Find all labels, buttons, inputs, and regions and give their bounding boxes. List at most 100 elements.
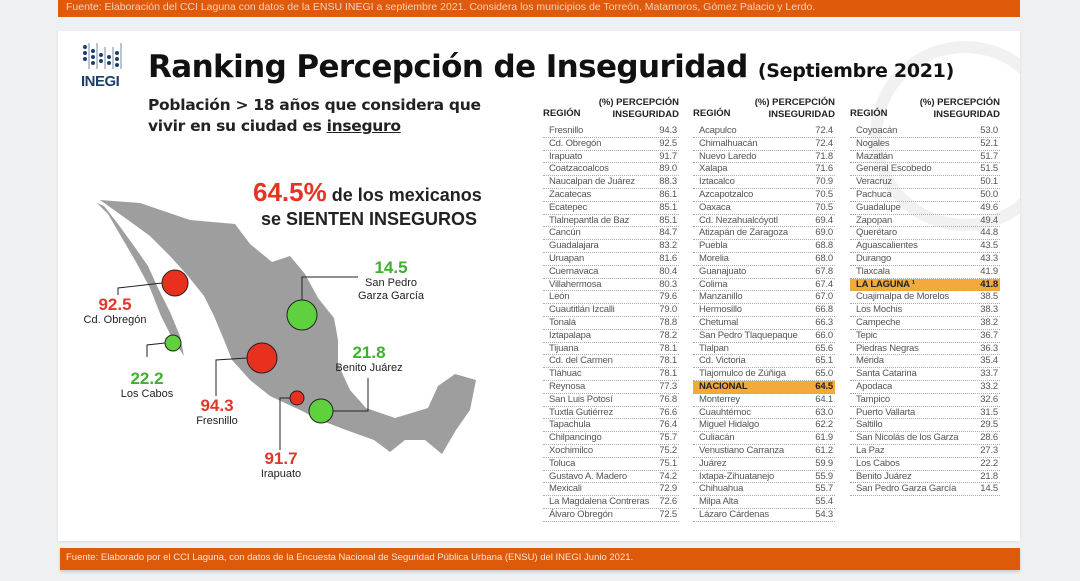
region-value: 74.2 <box>659 470 677 482</box>
table-row: Cd. Victoria 65.1 <box>693 355 835 369</box>
table-row: Chilpancingo 75.7 <box>543 432 679 445</box>
region-value: 21.8 <box>980 470 998 482</box>
ranking-table-1: REGIÓN (%) PERCEPCIÓN INSEGURIDAD Fresnillo… <box>543 95 679 522</box>
table-row: Juárez 59.9 <box>693 458 835 471</box>
table-row: Xalapa 71.6 <box>693 163 835 177</box>
label-cd-obregon: 92.5 Cd. Obregón <box>83 295 147 327</box>
region-value: 75.7 <box>659 432 677 444</box>
region-name: Oaxaca <box>699 201 731 213</box>
region-value: 31.5 <box>980 406 998 418</box>
region-value: 14.5 <box>980 483 998 495</box>
region-value: 55.7 <box>815 483 833 495</box>
region-name: Atizapán de Zaragoza <box>699 227 788 239</box>
region-value: 63.0 <box>815 406 833 418</box>
title-period: (Septiembre 2021) <box>757 60 954 82</box>
table-row: Los Mochis 38.3 <box>850 304 1000 317</box>
region-name: Tuxtla Gutiérrez <box>549 406 614 418</box>
header-region: REGIÓN <box>543 108 581 119</box>
table-row: Puerto Vallarta 31.5 <box>850 407 1000 420</box>
table-row: Tlajomulco de Zúñiga 65.0 <box>693 368 835 381</box>
table-row: Tuxtla Gutiérrez 76.6 <box>543 407 679 420</box>
table-row: Santa Catarina 33.7 <box>850 368 1000 381</box>
region-name: Tepic <box>856 329 878 341</box>
label-irapuato: 91.7 Irapuato <box>260 449 302 481</box>
subtitle: Población > 18 años que considera que vi… <box>148 96 481 135</box>
table-row: Iztapalapa 78.2 <box>543 330 679 343</box>
table-row: Mazatlán 51.7 <box>850 151 1000 164</box>
table-row: Tlaxcala 41.9 <box>850 266 1000 279</box>
table-row-highlight: NACIONAL 64.5 <box>693 380 835 394</box>
region-value: 75.1 <box>659 457 677 469</box>
marker-cd-obregon <box>161 269 189 297</box>
region-value: 51.5 <box>980 163 998 175</box>
inegi-dots-icon <box>83 43 122 69</box>
region-value: 88.3 <box>659 176 677 188</box>
region-name: Xochimilco <box>549 444 593 456</box>
region-name: Nuevo Laredo <box>699 150 757 162</box>
baja-peninsula <box>97 203 184 356</box>
region-name: Mazatlán <box>856 150 893 162</box>
region-value: 62.2 <box>815 419 833 431</box>
region-name: León <box>549 291 570 303</box>
region-value: 75.2 <box>659 444 677 456</box>
region-name: Milpa Alta <box>699 496 739 508</box>
region-name: Aguascalientes <box>856 240 918 252</box>
table-row: Villahermosa 80.3 <box>543 279 679 292</box>
region-value: 78.2 <box>659 329 677 341</box>
region-name: LA LAGUNA ¹ <box>856 278 915 290</box>
marker-san-pedro <box>286 299 318 331</box>
region-name: Apodaca <box>856 380 893 392</box>
region-value: 49.6 <box>980 201 998 213</box>
region-value: 51.7 <box>980 150 998 162</box>
region-value: 61.9 <box>815 432 833 444</box>
region-name: Culiacán <box>699 432 735 444</box>
region-name: Zapopan <box>856 214 893 226</box>
table-row: Chetumal 66.3 <box>693 317 835 330</box>
region-name: Cd. Nezahualcóyotl <box>699 214 778 226</box>
region-name: Los Mochis <box>856 304 903 316</box>
header-region: REGIÓN <box>850 108 888 119</box>
region-value: 44.8 <box>980 227 998 239</box>
infographic-card: INEGI Ranking Percepción de Inseguridad … <box>58 31 1020 541</box>
region-name: Cuauhtémoc <box>699 406 751 418</box>
region-value: 72.9 <box>659 483 677 495</box>
table-row: Zapopan 49.4 <box>850 215 1000 228</box>
region-name: Chihuahua <box>699 483 744 495</box>
region-name: Tlaxcala <box>856 265 890 277</box>
region-value: 76.6 <box>659 406 677 418</box>
region-name: Tijuana <box>549 342 579 354</box>
table-row: Culiacán 61.9 <box>693 432 835 445</box>
table-row: Cd. del Carmen 78.1 <box>543 355 679 369</box>
region-value: 85.1 <box>659 214 677 226</box>
region-name: Fresnillo <box>549 125 584 136</box>
table-row: La Magdalena Contreras 72.6 <box>543 496 679 509</box>
region-name: Tapachula <box>549 419 591 431</box>
region-value: 72.5 <box>659 508 677 520</box>
table-row: General Escobedo 51.5 <box>850 163 1000 177</box>
region-value: 77.3 <box>659 380 677 392</box>
region-value: 28.6 <box>980 432 998 444</box>
region-value: 70.9 <box>815 176 833 188</box>
table-row: Tapachula 76.4 <box>543 419 679 433</box>
region-value: 86.1 <box>659 188 677 200</box>
region-name: General Escobedo <box>856 163 932 175</box>
region-value: 36.3 <box>980 342 998 354</box>
region-value: 33.2 <box>980 380 998 392</box>
marker-los-cabos <box>164 334 182 352</box>
table-row: Tepic 36.7 <box>850 330 1000 343</box>
region-value: 67.4 <box>815 278 833 290</box>
region-name: Reynosa <box>549 380 586 392</box>
table-row: Coatzacoalcos 89.0 <box>543 163 679 177</box>
region-value: 50.0 <box>980 188 998 200</box>
region-value: 85.1 <box>659 201 677 213</box>
label-benito-juarez: 21.8 Benito Juárez <box>335 343 403 375</box>
table-row: Fresnillo 94.3 <box>543 125 679 138</box>
region-value: 81.6 <box>659 252 677 264</box>
region-value: 59.9 <box>815 457 833 469</box>
region-value: 70.5 <box>815 201 833 213</box>
region-name: Cancún <box>549 227 581 239</box>
table-row: Coyoacán 53.0 <box>850 125 1000 138</box>
region-value: 69.0 <box>815 227 833 239</box>
region-value: 67.0 <box>815 291 833 303</box>
header-percentage: (%) PERCEPCIÓN INSEGURIDAD <box>919 97 1000 120</box>
